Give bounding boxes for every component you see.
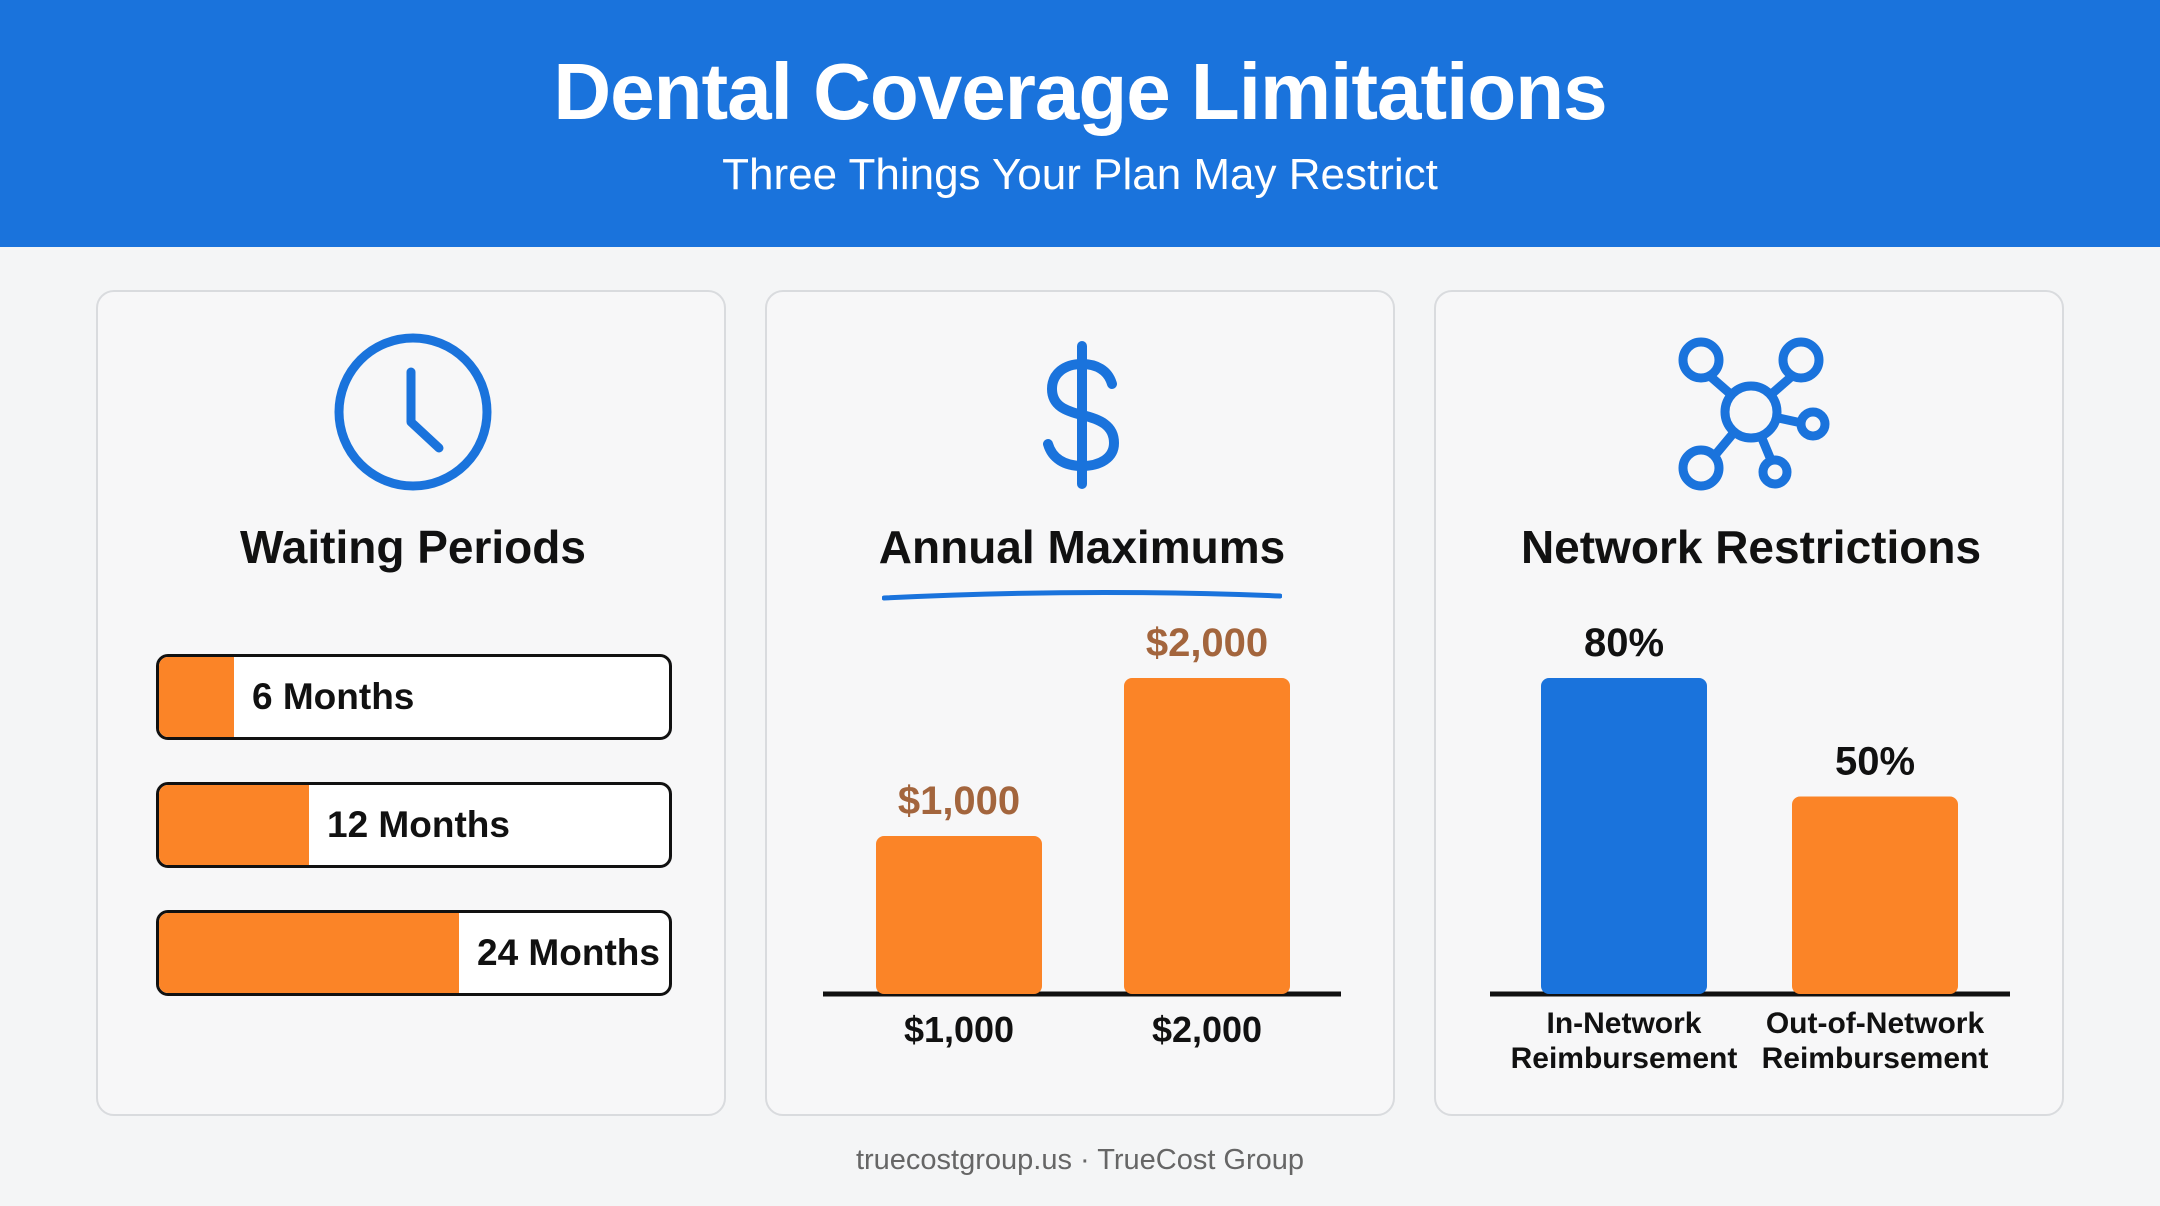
chart-value-label: 50% <box>1835 740 1915 784</box>
waiting-bar-2: 12 Months <box>156 782 672 868</box>
card-network-restrictions: Network Restrictions 80% In-Network Reimbu… <box>1434 290 2064 1116</box>
network-nodes-icon <box>1436 332 2066 492</box>
waiting-bar-label: 24 Months <box>477 932 660 973</box>
chart-bar <box>1124 678 1290 994</box>
chart-value-label: $1,000 <box>898 779 1020 823</box>
chart-category-label: Out-of-Network <box>1766 1007 1985 1040</box>
network-restrictions-chart: 80%In-NetworkReimbursement50%Out-of-Netw… <box>1490 621 2010 1075</box>
card-title-waiting-periods: Waiting Periods <box>240 521 586 573</box>
chart-value-label: 80% <box>1584 621 1664 665</box>
waiting-bar-fill <box>159 785 309 865</box>
footer-credit: truecostgroup.us · TrueCost Group <box>855 1144 1305 1176</box>
title-underline <box>882 589 1282 601</box>
waiting-bar-1: 6 Months <box>156 654 672 740</box>
waiting-bar-label: 12 Months <box>327 804 510 845</box>
card-annual-maximums: Annual Maximums $1,000 $1,000 $2,000 $2,000 <box>765 290 1395 1116</box>
chart-category-label: $1,000 <box>904 1009 1014 1050</box>
waiting-bar-fill <box>159 657 234 737</box>
chart-value-label: $2,000 <box>1146 621 1268 665</box>
waiting-bar-label: 6 Months <box>252 676 415 717</box>
annual-maximums-chart: $1,000 $1,000 $2,000 $2,000 <box>823 621 1341 1050</box>
chart-bar <box>1541 678 1707 994</box>
chart-bar <box>876 836 1042 994</box>
chart-category-label: $2,000 <box>1152 1009 1262 1050</box>
page-title: Dental Coverage Limitations <box>553 47 1607 136</box>
header-banner: Dental Coverage Limitations Three Things… <box>0 0 2160 247</box>
card-title-annual-maximums: Annual Maximums <box>878 521 1286 573</box>
page-subtitle: Three Things Your Plan May Restrict <box>722 150 1438 199</box>
waiting-bar-3: 24 Months <box>156 910 672 996</box>
clock-icon <box>98 332 728 492</box>
chart-bar <box>1792 796 1958 994</box>
chart-category-label: In-Network <box>1546 1007 1701 1040</box>
card-waiting-periods: Waiting Periods 6 Months 12 Months 24 Mont… <box>96 290 726 1116</box>
waiting-bar-fill <box>159 913 459 993</box>
dollar-sign-icon <box>767 332 1397 492</box>
card-title-network-restrictions: Network Restrictions <box>1520 521 1982 573</box>
chart-category-label: Reimbursement <box>1511 1042 1738 1075</box>
chart-category-label: Reimbursement <box>1762 1042 1989 1075</box>
